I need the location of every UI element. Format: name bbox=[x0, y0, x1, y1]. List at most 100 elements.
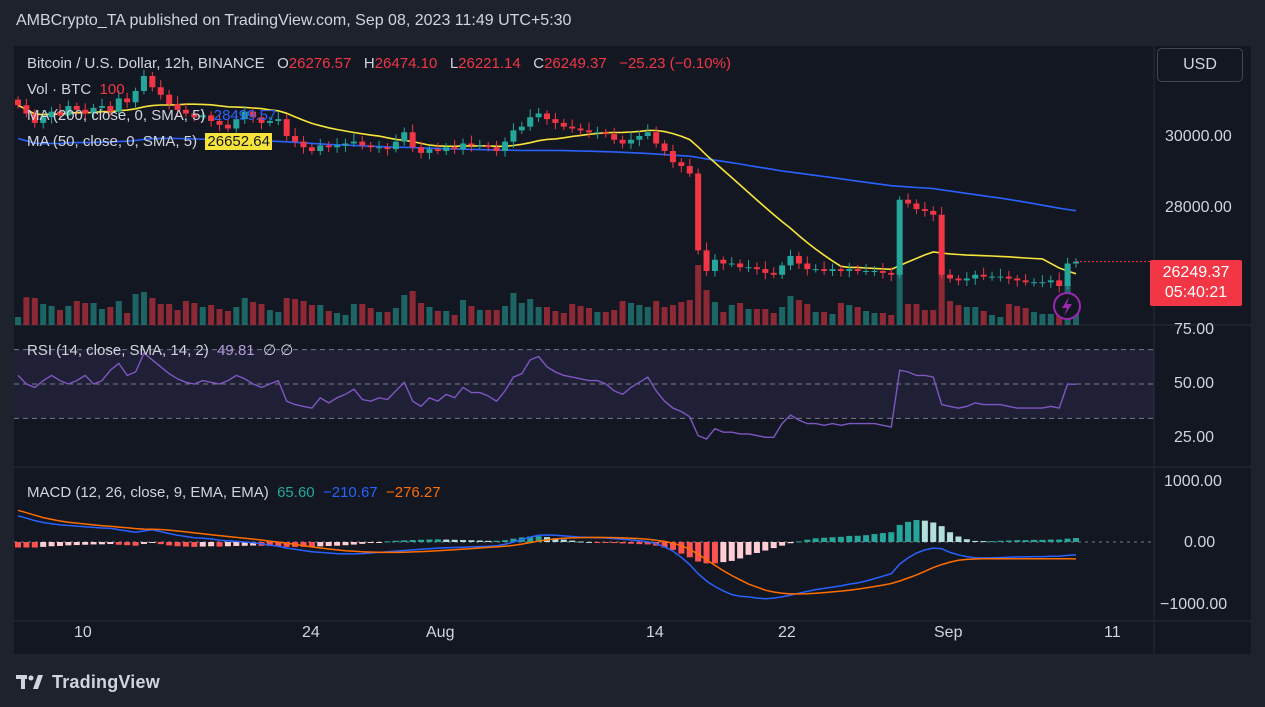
volume-bar bbox=[224, 311, 231, 325]
candle-body bbox=[669, 151, 676, 163]
high-label: H bbox=[363, 55, 375, 72]
volume-bar bbox=[451, 315, 458, 325]
candle-body bbox=[779, 265, 786, 275]
high-value: 26474.10 bbox=[374, 55, 438, 72]
tradingview-logo-icon bbox=[16, 675, 43, 689]
chart-canvas[interactable] bbox=[14, 46, 1251, 654]
volume-bar bbox=[191, 303, 198, 325]
candle-body bbox=[913, 203, 920, 210]
volume-bar bbox=[460, 300, 467, 325]
macd-histogram-bar bbox=[644, 542, 651, 545]
volume-bar bbox=[300, 301, 307, 325]
macd-histogram-bar bbox=[275, 542, 282, 547]
close-label: C bbox=[533, 55, 545, 72]
volume-bar bbox=[669, 305, 676, 325]
tradingview-footer[interactable]: TradingView bbox=[16, 670, 160, 694]
volume-value: 100 bbox=[99, 81, 125, 98]
candle-body bbox=[837, 269, 844, 271]
symbol-label[interactable]: Bitcoin / U.S. Dollar, 12h, BINANCE bbox=[27, 55, 265, 72]
candle-body bbox=[275, 119, 282, 121]
rsi-extra: ∅ ∅ bbox=[262, 342, 294, 359]
macd-histogram-bar bbox=[266, 542, 273, 546]
candle-body bbox=[434, 149, 441, 151]
candle-body bbox=[661, 143, 668, 151]
volume-bar bbox=[661, 307, 668, 325]
volume-bar bbox=[90, 303, 97, 325]
volume-legend[interactable]: Vol · BTC 100 bbox=[27, 81, 125, 98]
volume-bar bbox=[241, 298, 248, 325]
candle-body bbox=[300, 141, 307, 148]
ma50-legend[interactable]: MA (50, close, 0, SMA, 5) 26652.64 bbox=[27, 133, 272, 150]
volume-bar bbox=[535, 307, 542, 325]
volume-bar bbox=[485, 310, 492, 325]
candle-body bbox=[846, 269, 853, 271]
macd-histogram-bar bbox=[250, 542, 257, 546]
x-axis-label: 22 bbox=[778, 624, 796, 641]
macd-histogram-bar bbox=[191, 542, 198, 547]
candle-body bbox=[560, 122, 567, 127]
candle-body bbox=[392, 141, 399, 150]
macd-histogram-bar bbox=[745, 542, 752, 555]
macd-histogram-bar bbox=[585, 541, 592, 543]
macd-histogram-bar bbox=[115, 542, 122, 545]
candle-body bbox=[493, 147, 500, 151]
volume-bar bbox=[636, 305, 643, 325]
volume-bar bbox=[250, 302, 257, 325]
ma200-legend[interactable]: MA (200, close, 0, SMA, 5) 28499.57 bbox=[27, 107, 276, 124]
volume-bar bbox=[745, 309, 752, 325]
x-axis-label: Sep bbox=[934, 624, 963, 641]
candle-body bbox=[292, 136, 299, 142]
macd-histogram-bar bbox=[317, 542, 324, 547]
macd-histogram-bar bbox=[1005, 540, 1012, 542]
volume-bar bbox=[182, 301, 189, 325]
x-axis-label: 14 bbox=[646, 624, 664, 641]
x-axis-label: 11 bbox=[1104, 624, 1121, 641]
macd-histogram-bar bbox=[980, 541, 987, 543]
macd-histogram-bar bbox=[989, 541, 996, 543]
price-axis-label: 28000.00 bbox=[1165, 199, 1232, 216]
candle-body bbox=[636, 136, 643, 140]
macd-histogram-bar bbox=[342, 542, 349, 546]
volume-bar bbox=[812, 312, 819, 325]
macd-histogram-bar bbox=[1056, 539, 1063, 542]
ma50-value: 26652.64 bbox=[205, 133, 272, 150]
macd-histogram-bar bbox=[913, 520, 920, 542]
candle-body bbox=[963, 278, 970, 281]
macd-histogram-bar bbox=[963, 539, 970, 542]
volume-bar bbox=[82, 303, 89, 325]
volume-bar bbox=[703, 290, 710, 325]
macd-legend[interactable]: MACD (12, 26, close, 9, EMA, EMA) 65.60 … bbox=[27, 484, 441, 501]
chart-frame[interactable] bbox=[14, 46, 1251, 654]
macd-histogram-bar bbox=[795, 541, 802, 543]
volume-bar bbox=[980, 311, 987, 325]
candle-body bbox=[266, 121, 273, 123]
volume-bar bbox=[955, 305, 962, 325]
rsi-legend[interactable]: RSI (14, close, SMA, 14, 2) 49.81 ∅ ∅ bbox=[27, 341, 293, 359]
volume-bar bbox=[418, 303, 425, 325]
close-value: 26249.37 bbox=[544, 55, 607, 72]
candle-body bbox=[182, 109, 189, 114]
volume-bar bbox=[317, 305, 324, 325]
candle-body bbox=[594, 132, 601, 134]
x-axis-label: 24 bbox=[302, 624, 320, 641]
macd-histogram-bar bbox=[879, 533, 886, 542]
volume-bar bbox=[216, 309, 223, 325]
volume-bar bbox=[384, 312, 391, 325]
volume-bar bbox=[720, 312, 727, 325]
currency-button[interactable]: USD bbox=[1157, 48, 1243, 82]
volume-bar bbox=[367, 308, 374, 325]
volume-bar bbox=[1005, 304, 1012, 325]
candle-body bbox=[619, 139, 626, 144]
volume-bar bbox=[611, 310, 618, 325]
candle-body bbox=[535, 113, 542, 118]
volume-bar bbox=[695, 265, 702, 325]
macd-histogram-bar bbox=[669, 542, 676, 550]
macd-histogram-bar bbox=[921, 520, 928, 542]
macd-histogram-bar bbox=[208, 542, 215, 547]
macd-histogram-bar bbox=[308, 542, 315, 547]
volume-bar bbox=[686, 300, 693, 325]
macd-histogram-bar bbox=[1014, 540, 1021, 542]
volume-bar bbox=[166, 304, 173, 325]
macd-histogram-bar bbox=[140, 542, 147, 544]
candle-body bbox=[703, 250, 710, 271]
